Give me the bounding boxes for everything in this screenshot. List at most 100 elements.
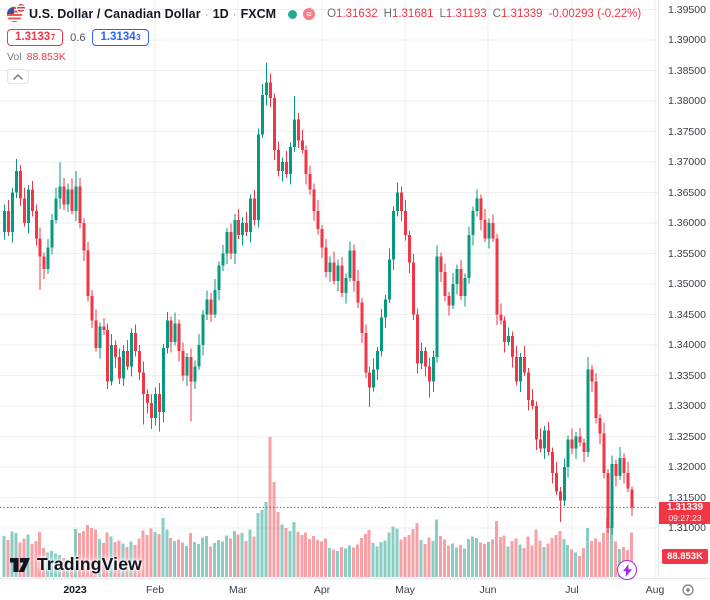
- candle-body: [268, 82, 272, 98]
- volume-bar: [81, 531, 85, 577]
- volume-bar: [347, 545, 351, 577]
- volume-bar: [260, 510, 264, 577]
- volume-bar: [486, 542, 490, 577]
- candle-body: [618, 457, 622, 477]
- volume-bar: [220, 541, 224, 577]
- candle-body: [606, 473, 610, 528]
- volume-bar: [121, 543, 125, 577]
- collapse-legend-button[interactable]: [7, 69, 29, 84]
- candle-body: [443, 271, 447, 297]
- time-axis[interactable]: 2023 Feb Mar Apr May Jun Jul Aug: [0, 578, 710, 600]
- axis-settings-icon[interactable]: [680, 582, 696, 598]
- exchange-label[interactable]: FXCM: [240, 7, 277, 21]
- candle-body: [483, 219, 487, 239]
- candle-body: [217, 265, 221, 291]
- price-tick-label: 1.33000: [668, 400, 706, 412]
- candle-body: [332, 262, 336, 281]
- candle-body: [570, 439, 574, 449]
- volume-bar: [470, 536, 474, 577]
- candle-body: [531, 399, 535, 406]
- symbol-title[interactable]: U.S. Dollar / Canadian Dollar: [29, 7, 201, 21]
- volume-bar: [403, 537, 407, 577]
- interval-label[interactable]: 1D: [212, 7, 229, 21]
- volume-bar: [109, 536, 113, 577]
- candle-body: [177, 323, 181, 352]
- volume-bar: [101, 543, 105, 577]
- volume-bar: [141, 530, 145, 577]
- market-open-status-icon[interactable]: [288, 9, 298, 19]
- volume-bar: [280, 524, 284, 577]
- volume-bar: [300, 535, 304, 577]
- volume-bar: [272, 482, 276, 577]
- volume-bar: [14, 533, 18, 577]
- volume-bar: [137, 538, 141, 577]
- volume-bar: [204, 536, 208, 577]
- volume-bar: [399, 539, 403, 577]
- close-value: 1.31339: [500, 8, 543, 20]
- candle-body: [519, 357, 523, 382]
- volume-bar: [58, 555, 62, 577]
- instrument-flag-icon: [7, 3, 25, 22]
- candle-body: [153, 393, 157, 419]
- candlestick-chart[interactable]: [0, 0, 658, 578]
- candle-body: [384, 299, 388, 318]
- legend-row-quotes: 1.3133 7 0.6 1.3134 3: [7, 29, 641, 46]
- volume-bar: [363, 534, 367, 577]
- candle-body: [300, 140, 304, 150]
- price-tick-label: 1.38500: [668, 64, 706, 77]
- candle-body: [245, 223, 249, 233]
- volume-bar: [296, 532, 300, 577]
- candle-body: [586, 369, 590, 452]
- price-tick-label: 1.31000: [668, 522, 706, 534]
- volume-bar: [463, 548, 467, 577]
- volume-bar: [451, 543, 455, 577]
- sell-bid-button[interactable]: 1.3133 7: [7, 29, 64, 46]
- candle-body: [380, 317, 384, 352]
- watermark-text: TradingView: [37, 554, 142, 574]
- volume-bar: [236, 534, 240, 577]
- chart-pane[interactable]: U.S. Dollar / Canadian Dollar · 1D · FXC…: [0, 0, 658, 580]
- candle-body: [487, 223, 491, 239]
- quick-trade-lightning-button[interactable]: [617, 560, 637, 580]
- volume-bar: [30, 544, 34, 577]
- price-axis[interactable]: 1.39500 1.39000 1.38500 1.38000 1.37500 1.370…: [658, 0, 710, 578]
- volume-bar: [66, 559, 70, 577]
- candle-body: [54, 198, 58, 220]
- volume-bar: [474, 538, 478, 577]
- volume-bar: [284, 528, 288, 577]
- volume-bar: [335, 551, 339, 577]
- candle-body: [411, 262, 415, 315]
- time-tick-label: 2023: [63, 584, 87, 596]
- volume-bar: [149, 528, 153, 577]
- volume-bar: [494, 521, 498, 577]
- delayed-data-icon[interactable]: ≈: [303, 8, 316, 20]
- volume-bar: [411, 529, 415, 577]
- volume-bar: [129, 541, 133, 577]
- candle-body: [137, 351, 141, 373]
- volume-bar: [387, 532, 391, 577]
- candle-body: [511, 335, 515, 358]
- volume-bar: [359, 538, 363, 577]
- candle-body: [70, 189, 74, 211]
- candle-body: [62, 186, 66, 205]
- candle-body: [261, 94, 265, 135]
- volume-bar: [570, 549, 574, 577]
- price-tick-label: 1.37500: [668, 125, 706, 138]
- volume-bar: [482, 544, 486, 577]
- price-tick-label: 1.32500: [668, 430, 706, 443]
- buy-ask-button[interactable]: 1.3134 3: [92, 29, 149, 46]
- candle-body: [372, 369, 376, 388]
- volume-bar: [447, 545, 451, 577]
- time-tick-label: Feb: [145, 584, 165, 596]
- candle-body: [364, 332, 368, 373]
- candle-body: [265, 82, 269, 95]
- volume-bar: [169, 538, 173, 577]
- candle-body: [165, 320, 169, 349]
- candle-body: [185, 357, 189, 376]
- volume-bar: [197, 544, 201, 577]
- volume-bar: [530, 545, 534, 577]
- volume-bar: [590, 541, 594, 577]
- candle-body: [340, 265, 344, 294]
- candle-body: [272, 97, 276, 150]
- tradingview-logo-icon: [10, 557, 30, 572]
